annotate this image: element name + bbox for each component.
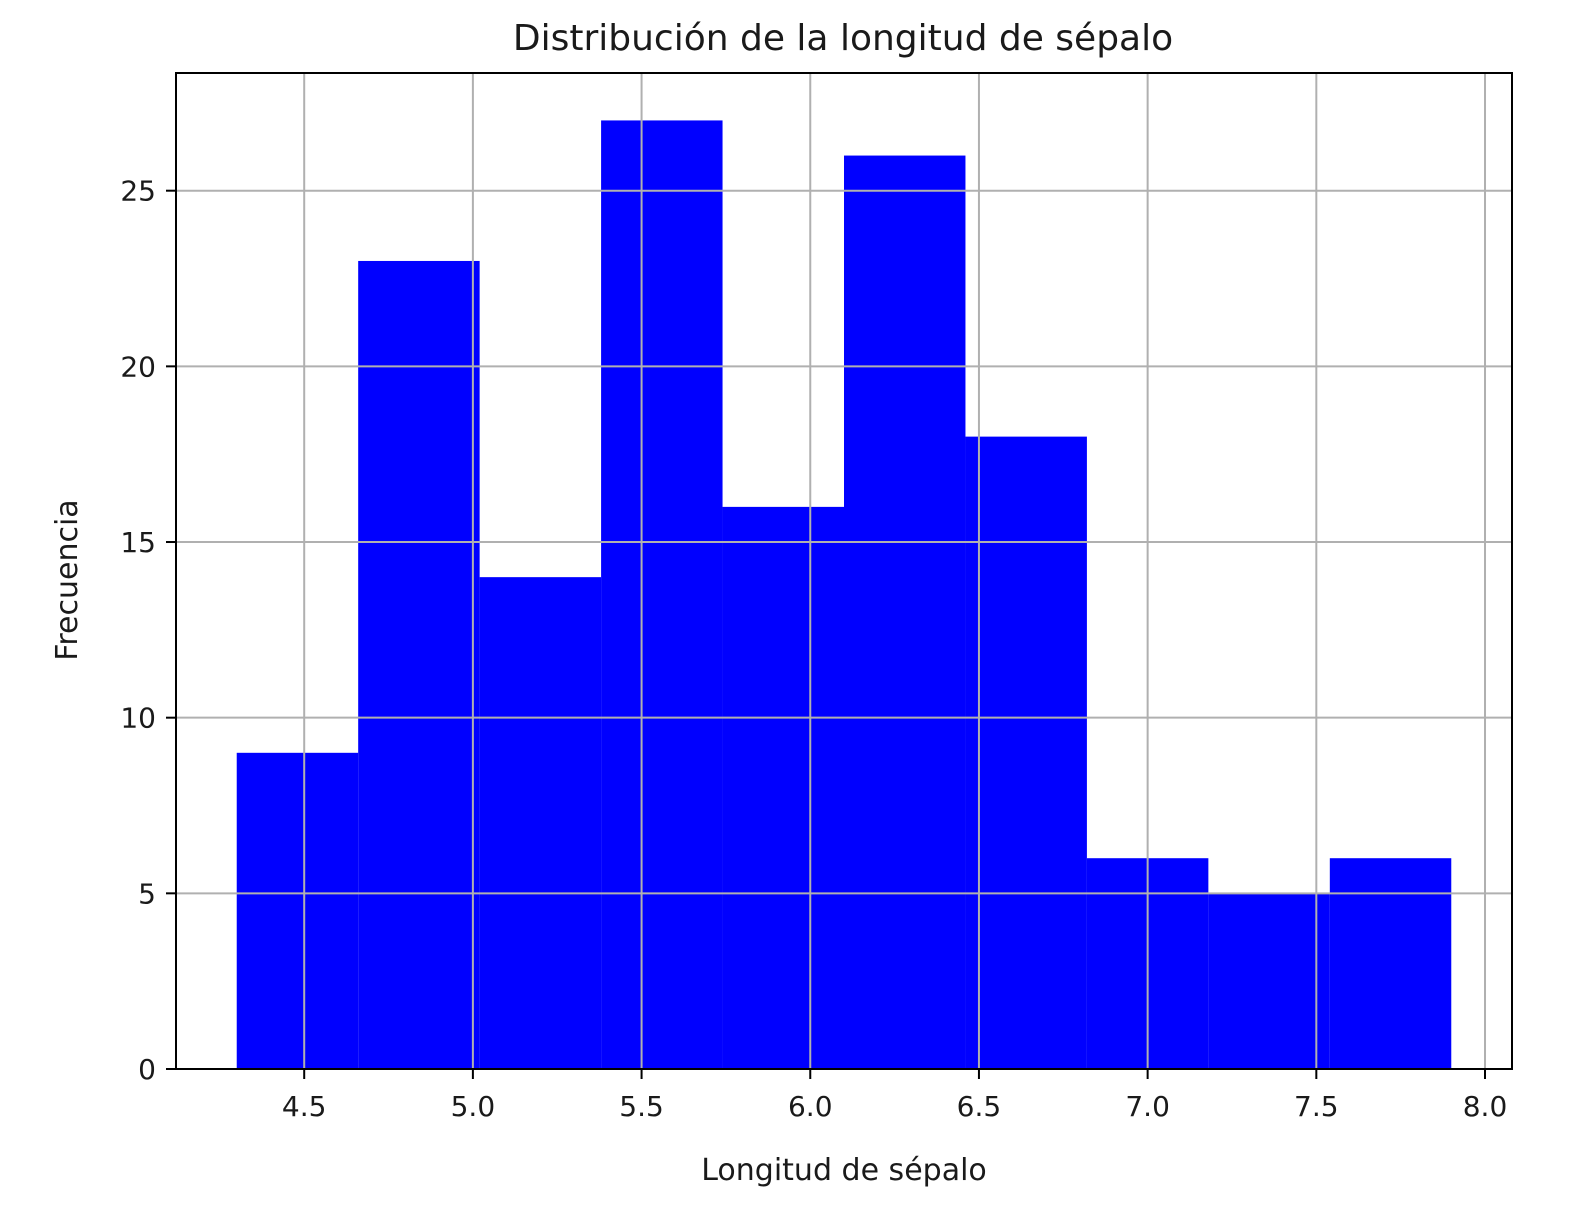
- histogram-bar: [1208, 893, 1330, 1069]
- y-axis-label: Frecuencia: [50, 499, 85, 660]
- x-tick-label: 5.0: [451, 1090, 496, 1123]
- x-axis-label: Longitud de sépalo: [701, 1153, 987, 1188]
- histogram-bar: [358, 260, 480, 1070]
- histogram-bar: [722, 506, 844, 1069]
- y-tick-label: 20: [120, 350, 156, 383]
- x-tick-label: 6.5: [957, 1090, 1002, 1123]
- histogram-bar: [965, 436, 1087, 1070]
- x-tick-label: 7.0: [1125, 1090, 1170, 1123]
- y-tick-label: 0: [138, 1053, 156, 1086]
- histogram-bar: [1329, 858, 1452, 1069]
- histogram-bar: [844, 155, 966, 1069]
- y-tick-label: 15: [120, 526, 156, 559]
- x-tick-label: 4.5: [282, 1090, 327, 1123]
- y-tick-label: 25: [120, 175, 156, 208]
- x-tick-label: 5.5: [619, 1090, 664, 1123]
- histogram-bar: [479, 577, 602, 1069]
- x-tick-label: 8.0: [1463, 1090, 1508, 1123]
- histogram-bar: [236, 752, 359, 1069]
- plot-frame: [175, 72, 1513, 1070]
- axis-ticks: 4.5 5.0 5.5 6.0 6.5 7.0 7.5 8.0 0 5 10 15 20 25: [120, 175, 1507, 1123]
- chart-title: Distribución de la longitud de sépalo: [513, 18, 1173, 59]
- histogram-bars: [236, 120, 1452, 1070]
- histogram-bar: [601, 120, 723, 1069]
- x-tick-label: 6.0: [788, 1090, 833, 1123]
- y-tick-label: 10: [120, 702, 156, 735]
- x-tick-label: 7.5: [1294, 1090, 1339, 1123]
- y-tick-label: 5: [138, 877, 156, 910]
